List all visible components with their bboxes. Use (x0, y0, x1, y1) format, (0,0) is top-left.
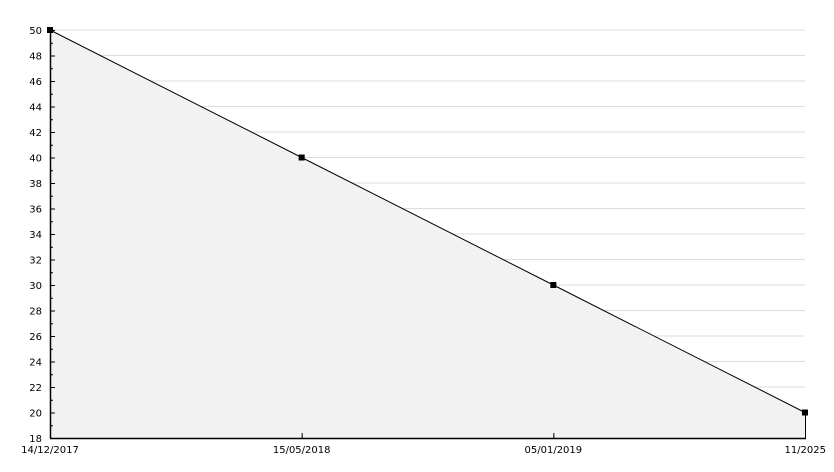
y-tick-label: 50 (29, 26, 42, 37)
y-tick-label: 44 (29, 103, 42, 114)
y-tick-label: 38 (29, 179, 42, 190)
data-points (47, 27, 808, 416)
x-tick-label: 14/12/2017 (21, 445, 79, 456)
y-tick-label: 46 (29, 77, 42, 88)
y-tick-label: 32 (29, 256, 42, 267)
area-fill (50, 30, 805, 438)
y-tick-label: 48 (29, 52, 42, 63)
y-axis-ticks: 18 20 22 24 26 28 30 32 34 36 38 40 42 44 46 48 50 (29, 26, 55, 445)
y-tick-label: 18 (29, 434, 42, 445)
data-point (47, 27, 53, 33)
data-point (802, 409, 808, 416)
y-tick-label: 42 (29, 128, 42, 139)
x-tick-label: 15/05/2018 (273, 445, 331, 456)
area-layer (49, 29, 806, 438)
x-tick-label: 11/2025 (784, 445, 826, 456)
y-tick-label: 34 (29, 230, 42, 241)
series-line (49, 29, 806, 413)
y-tick-label: 22 (29, 383, 42, 394)
y-tick-label: 24 (29, 358, 42, 369)
x-tick-label: 05/01/2019 (525, 445, 583, 456)
data-point (550, 282, 557, 288)
y-tick-label: 28 (29, 307, 42, 318)
y-tick-label: 36 (29, 205, 42, 216)
y-tick-label: 26 (29, 332, 42, 343)
y-tick-label: 40 (29, 154, 42, 165)
x-axis-ticks: 14/12/2017 15/05/2018 05/01/2019 11/2025 (21, 433, 826, 456)
y-tick-label: 20 (29, 409, 42, 420)
y-tick-label: 30 (29, 281, 42, 292)
data-point (298, 154, 305, 161)
